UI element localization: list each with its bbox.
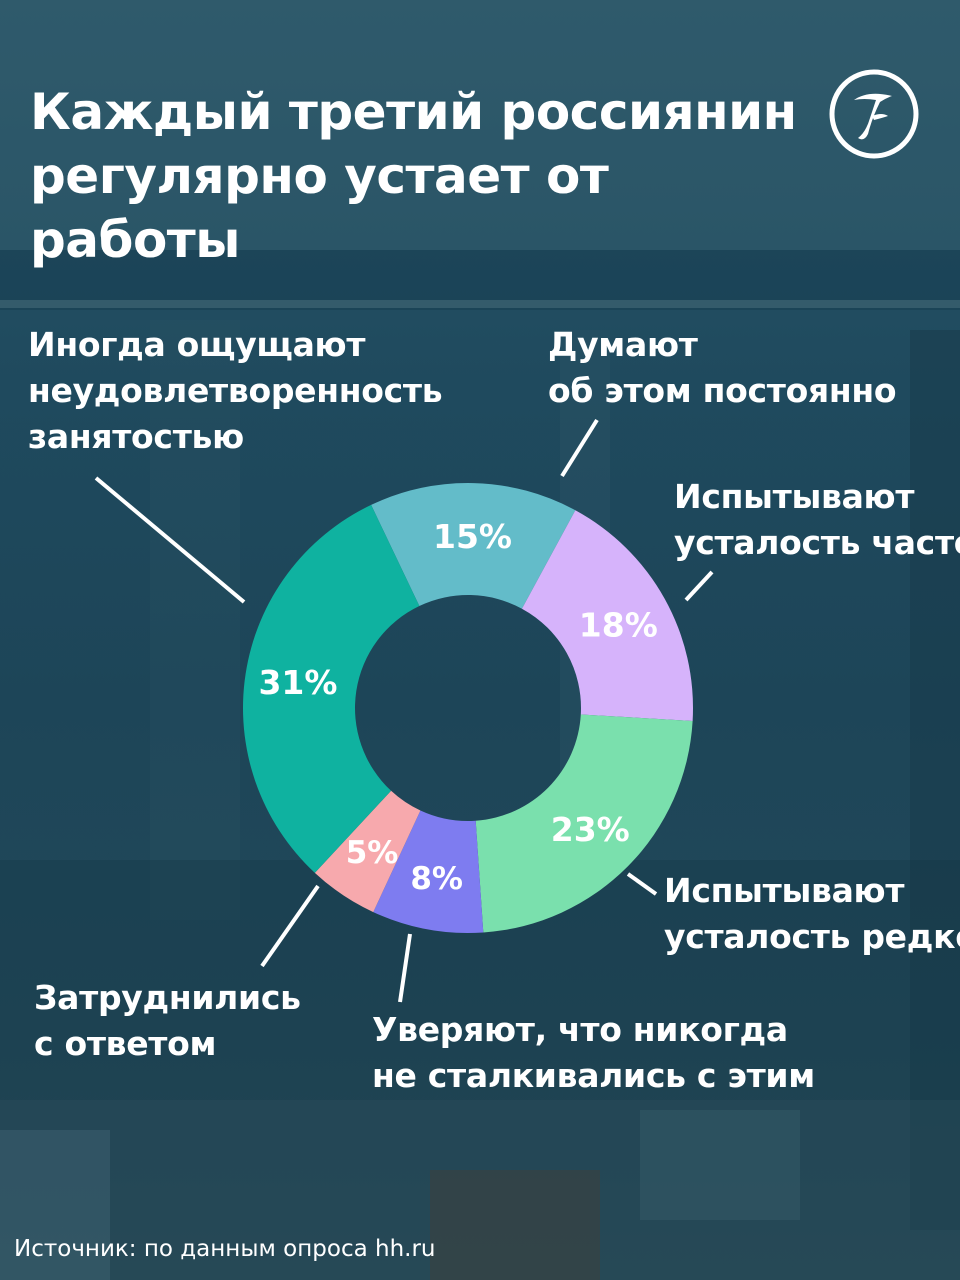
value-label-sometimes: 31% (258, 663, 337, 702)
title-line-2: регулярно устает от работы (30, 147, 609, 269)
label-rarely: Испытывают усталость редко (664, 871, 960, 956)
slice-often (521, 510, 693, 721)
chart-title: Каждый третий россиянин регулярно устает… (30, 80, 810, 272)
label-sometimes: Иногда ощущают неудовлетворенность занят… (28, 325, 443, 456)
slice-no-answer (314, 790, 421, 913)
slice-constantly (371, 483, 576, 609)
label-often: Испытывают усталость часто (674, 477, 960, 562)
leader-line-sometimes (94, 476, 246, 604)
value-label-no-answer: 5% (346, 835, 399, 871)
label-constantly: Думают об этом постоянно (548, 325, 897, 410)
slice-never (373, 810, 484, 933)
leader-line-no-answer (260, 884, 320, 968)
title-line-1: Каждый третий россиянин (30, 83, 797, 141)
leader-line-never (398, 933, 412, 1003)
leader-line-often (684, 570, 714, 602)
leader-line-constantly (560, 418, 599, 478)
slice-sometimes (243, 504, 420, 873)
slice-rarely (475, 714, 693, 933)
label-no-answer: Затруднились с ответом (34, 978, 301, 1063)
value-label-constantly: 15% (433, 517, 512, 556)
label-never: Уверяют, что никогда не сталкивались с э… (372, 1010, 815, 1095)
value-label-often: 18% (579, 605, 658, 644)
value-label-never: 8% (410, 861, 463, 897)
source-note: Источник: по данным опроса hh.ru (14, 1236, 436, 1262)
value-label-rarely: 23% (551, 810, 630, 849)
leader-line-rarely (626, 872, 658, 896)
publisher-logo-icon (829, 69, 919, 159)
